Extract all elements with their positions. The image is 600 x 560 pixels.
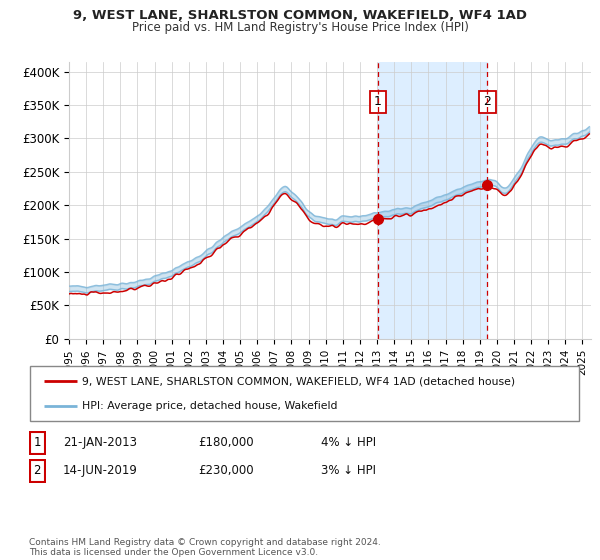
Text: 2: 2 [34, 464, 41, 478]
Text: 21-JAN-2013: 21-JAN-2013 [63, 436, 137, 450]
Text: 1: 1 [34, 436, 41, 450]
Text: Price paid vs. HM Land Registry's House Price Index (HPI): Price paid vs. HM Land Registry's House … [131, 21, 469, 34]
FancyBboxPatch shape [29, 432, 45, 454]
Text: £230,000: £230,000 [198, 464, 254, 478]
Text: HPI: Average price, detached house, Wakefield: HPI: Average price, detached house, Wake… [82, 402, 338, 411]
Text: Contains HM Land Registry data © Crown copyright and database right 2024.
This d: Contains HM Land Registry data © Crown c… [29, 538, 380, 557]
Text: £180,000: £180,000 [198, 436, 254, 450]
Text: 2: 2 [484, 95, 491, 108]
Text: 14-JUN-2019: 14-JUN-2019 [63, 464, 138, 478]
Bar [378, 62, 487, 339]
Text: 9, WEST LANE, SHARLSTON COMMON, WAKEFIELD, WF4 1AD (detached house): 9, WEST LANE, SHARLSTON COMMON, WAKEFIEL… [82, 376, 515, 386]
FancyBboxPatch shape [29, 460, 45, 482]
Text: 3% ↓ HPI: 3% ↓ HPI [321, 464, 376, 478]
Text: 1: 1 [374, 95, 382, 108]
Text: 9, WEST LANE, SHARLSTON COMMON, WAKEFIELD, WF4 1AD: 9, WEST LANE, SHARLSTON COMMON, WAKEFIEL… [73, 9, 527, 22]
FancyBboxPatch shape [30, 366, 579, 421]
Text: 4% ↓ HPI: 4% ↓ HPI [321, 436, 376, 450]
